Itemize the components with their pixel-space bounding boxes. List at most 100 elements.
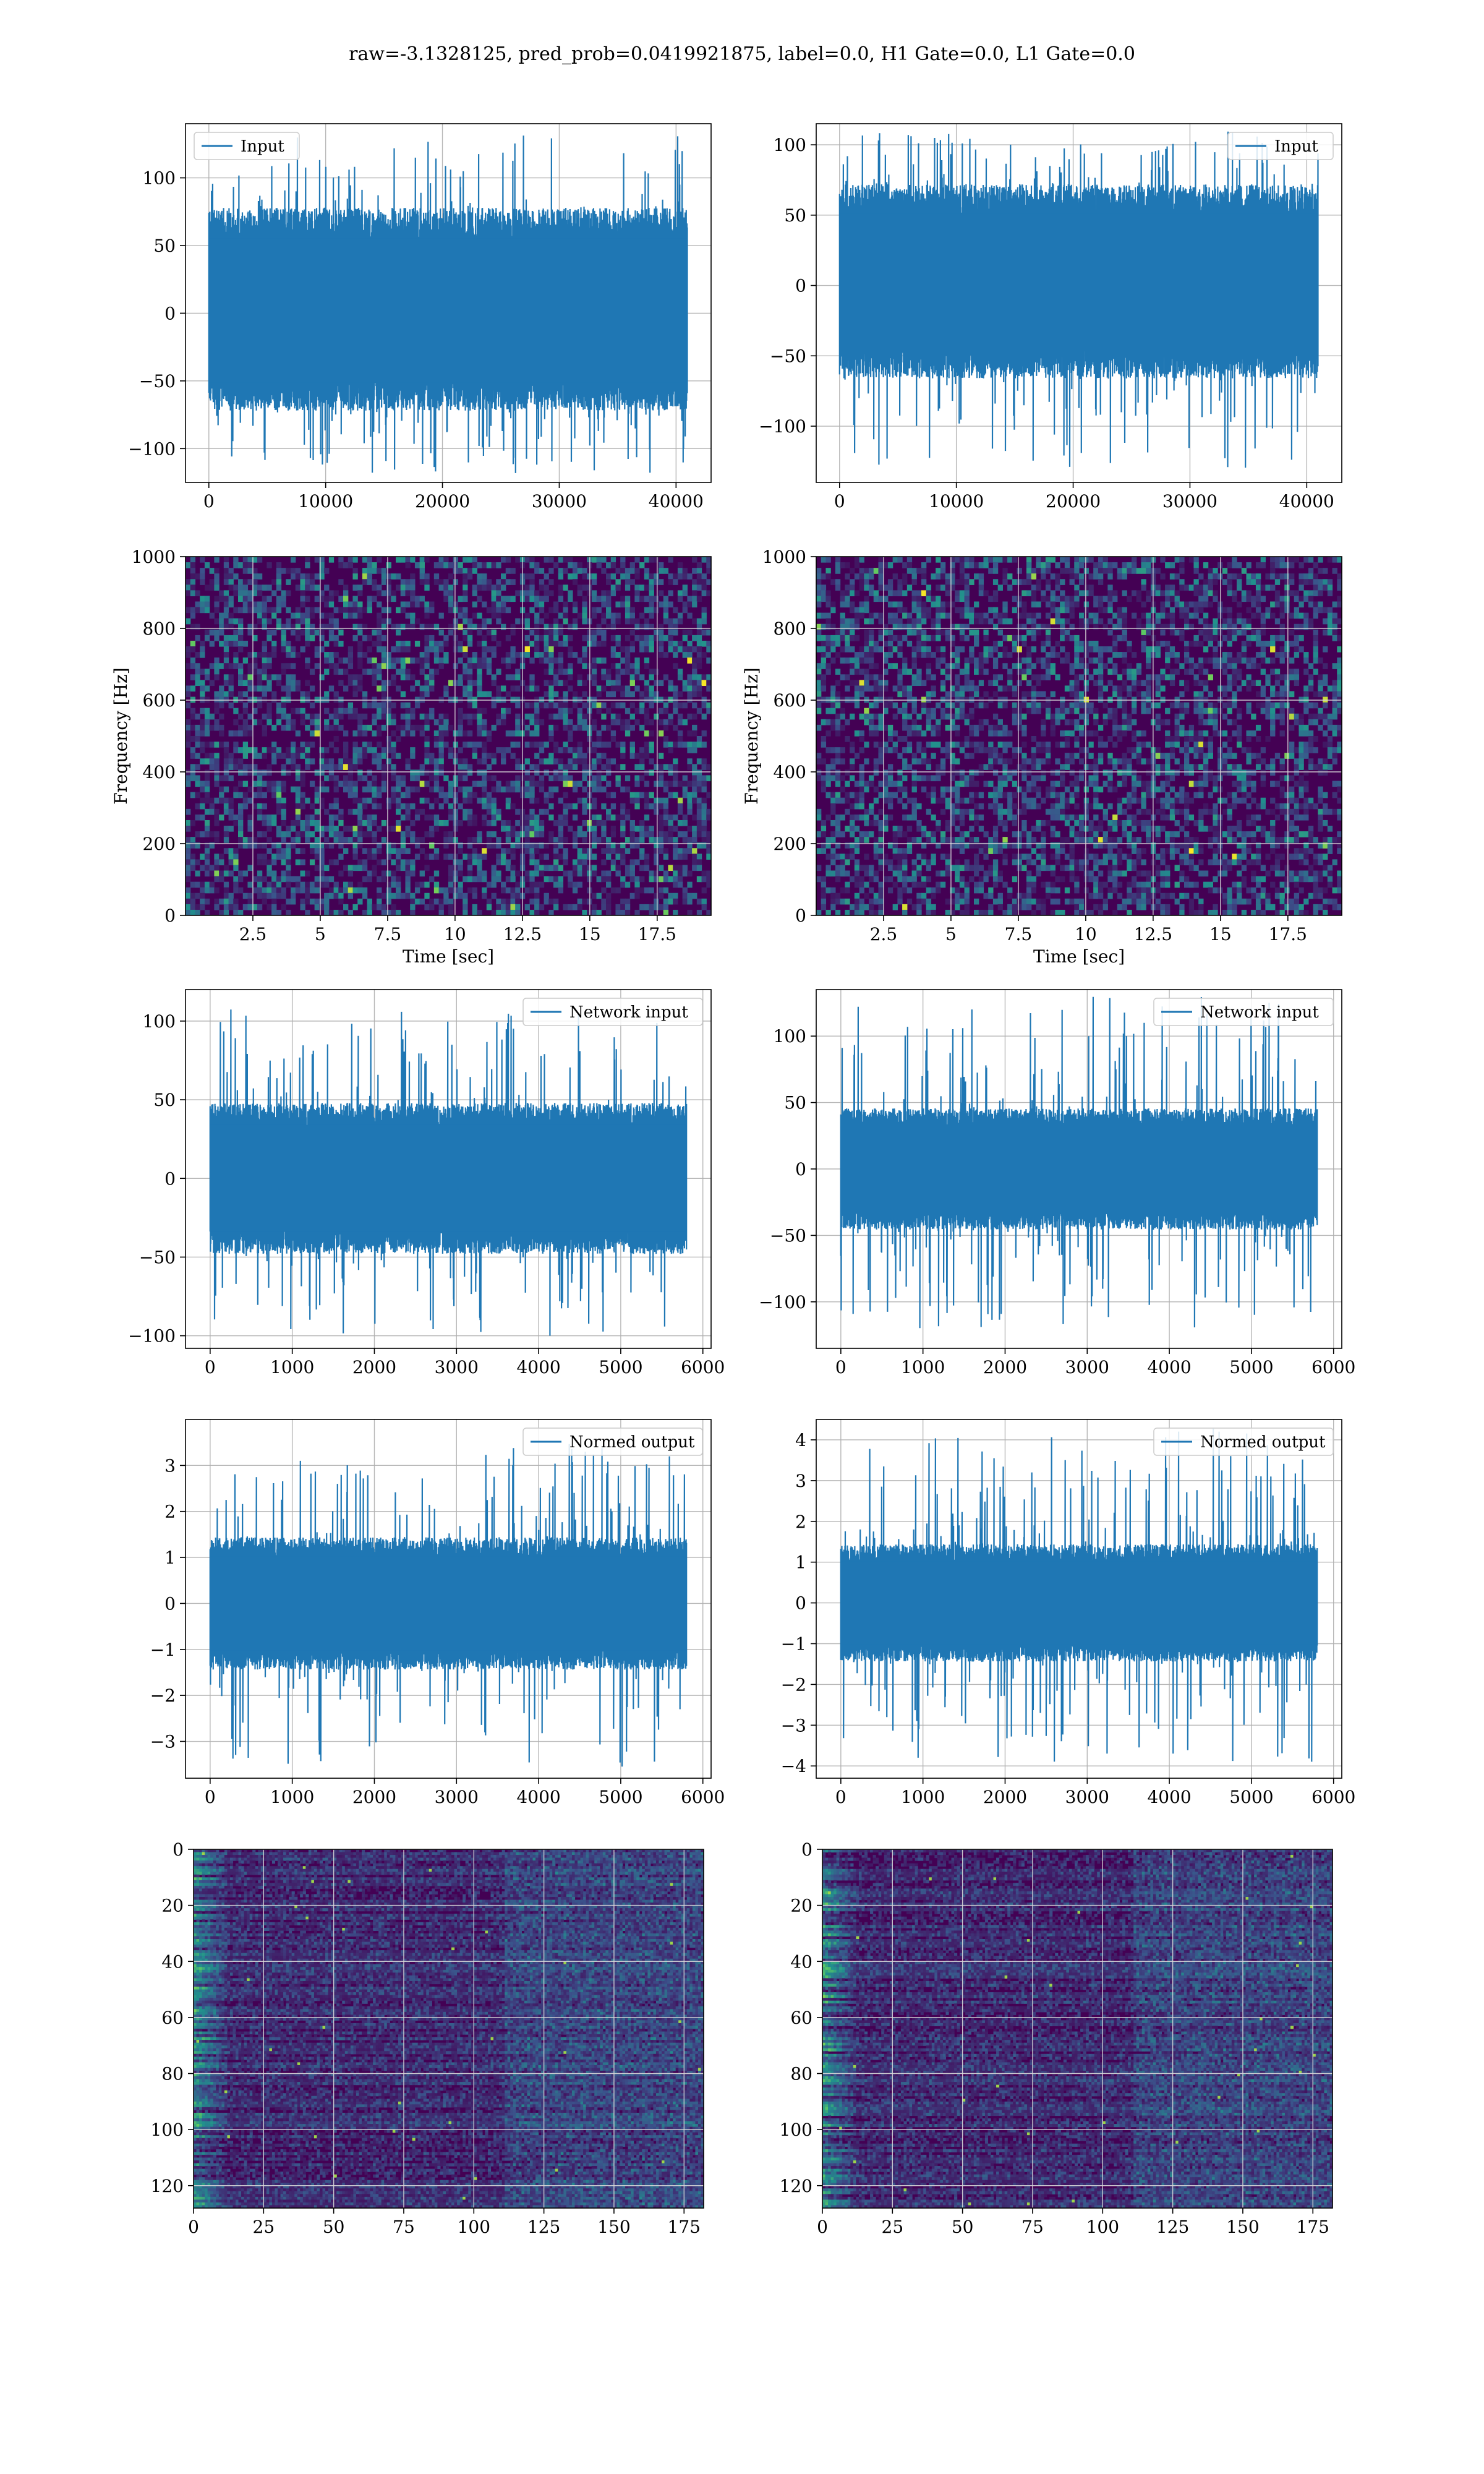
heatmap-cell — [706, 870, 711, 877]
heatmap-cell — [706, 568, 711, 574]
heatmap-cell — [992, 596, 999, 602]
heatmap-cell — [396, 786, 401, 793]
heatmap-cell — [357, 612, 363, 619]
heatmap-cell — [448, 808, 454, 815]
heatmap-cell — [453, 601, 459, 608]
heatmap-cell — [1174, 652, 1180, 658]
heatmap-cell — [405, 623, 411, 630]
heatmap-cell — [668, 680, 673, 687]
heatmap-cell — [1079, 640, 1085, 647]
heatmap-cell — [950, 568, 955, 574]
heatmap-cell — [424, 685, 430, 692]
heatmap-cell — [859, 579, 864, 585]
heatmap-cell — [692, 865, 697, 871]
heatmap-cell — [701, 797, 707, 804]
heatmap-cell — [845, 640, 850, 647]
heatmap-cell — [271, 814, 277, 821]
heatmap-cell — [1232, 635, 1237, 641]
heatmap-cell — [916, 669, 922, 675]
heatmap-cell — [1045, 635, 1051, 641]
heatmap-cell — [582, 764, 587, 770]
heatmap-cell — [620, 904, 626, 910]
heatmap-cell — [563, 859, 568, 866]
heatmap-cell — [706, 837, 711, 843]
heatmap-cell — [443, 742, 449, 748]
heatmap-cell — [524, 775, 530, 782]
heatmap-cell — [696, 842, 702, 849]
heatmap-cell — [348, 612, 354, 619]
heatmap-cell — [309, 781, 315, 787]
heatmap-cell — [424, 674, 430, 680]
heatmap-cell — [1002, 652, 1008, 658]
heatmap-cell — [305, 579, 310, 585]
heatmap-cell — [372, 781, 377, 787]
heatmap-cell — [190, 859, 196, 866]
heatmap-cell — [386, 657, 391, 664]
heatmap-cell — [1332, 623, 1337, 630]
heatmap-cell — [701, 590, 707, 597]
heatmap-cell — [1213, 663, 1218, 669]
heatmap-cell — [443, 724, 449, 731]
heatmap-cell — [433, 562, 440, 568]
heatmap-cell — [348, 870, 354, 877]
heatmap-cell — [629, 876, 635, 883]
heatmap-cell — [553, 702, 559, 709]
heatmap-cell — [582, 775, 587, 782]
heatmap-cell — [233, 820, 239, 826]
heatmap-cell — [615, 579, 621, 585]
heatmap-cell — [515, 904, 521, 910]
heatmap-cell — [214, 865, 220, 871]
heatmap-cell — [391, 753, 396, 759]
heatmap-cell — [300, 742, 305, 748]
heatmap-cell — [238, 674, 244, 680]
heatmap-cell — [338, 887, 344, 894]
heatmap-cell — [448, 629, 454, 636]
heatmap-cell — [381, 702, 387, 709]
heatmap-cell — [1327, 629, 1333, 636]
heatmap-cell — [1318, 601, 1323, 608]
heatmap-cell — [682, 898, 688, 905]
heatmap-cell — [228, 680, 234, 687]
heatmap-cell — [816, 646, 822, 653]
heatmap-cell — [606, 601, 612, 608]
heatmap-cell — [238, 747, 244, 753]
heatmap-cell — [644, 792, 650, 798]
heatmap-cell — [673, 646, 678, 653]
heatmap-cell — [281, 870, 286, 877]
heatmap-cell — [1026, 629, 1032, 636]
heatmap-cell — [372, 870, 377, 877]
heatmap-cell — [869, 590, 874, 597]
heatmap-cell — [1036, 568, 1041, 574]
heatmap-cell — [300, 775, 305, 782]
heatmap-cell — [276, 674, 282, 680]
heatmap-cell — [386, 702, 391, 709]
heatmap-cell — [864, 573, 869, 580]
heatmap-cell — [610, 859, 616, 866]
heatmap-cell — [496, 859, 501, 866]
heatmap-cell — [328, 769, 335, 776]
heatmap-cell — [424, 753, 430, 759]
heatmap-cell — [524, 640, 530, 647]
heatmap-cell — [372, 702, 377, 709]
heatmap-cell — [257, 808, 263, 815]
heatmap-cell — [940, 646, 946, 653]
heatmap-cell — [228, 730, 234, 737]
heatmap-cell — [372, 562, 377, 568]
heatmap-cell — [558, 881, 564, 888]
heatmap-cell — [414, 881, 420, 888]
heatmap-cell — [1213, 623, 1218, 630]
heatmap-cell — [328, 685, 335, 692]
heatmap-cell — [419, 730, 425, 737]
heatmap-cell — [348, 892, 354, 899]
heatmap-cell — [639, 612, 645, 619]
heatmap-cell — [219, 870, 224, 877]
heatmap-cell — [1021, 601, 1027, 608]
heatmap-cell — [854, 618, 860, 625]
heatmap-cell — [936, 657, 941, 664]
heatmap-cell — [696, 663, 702, 669]
heatmap-cell — [286, 898, 291, 905]
heatmap-cell — [391, 623, 396, 630]
heatmap-cell — [386, 663, 391, 669]
heatmap-cell — [634, 876, 640, 883]
